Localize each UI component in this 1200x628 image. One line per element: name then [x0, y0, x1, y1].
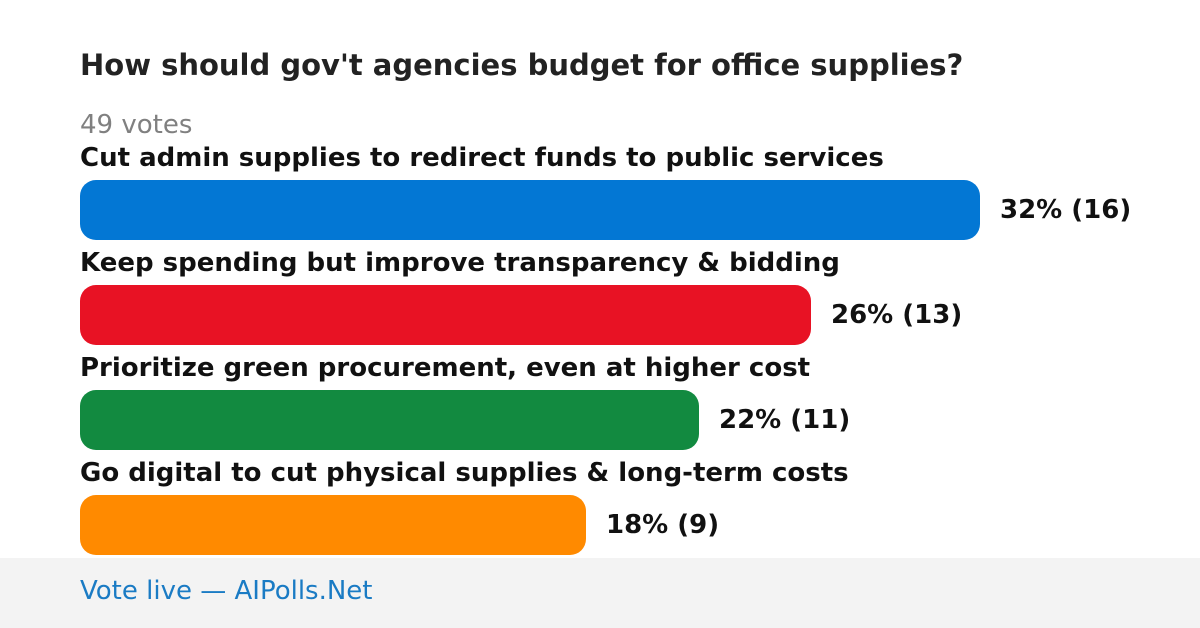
option-label: Cut admin supplies to redirect funds to … — [80, 143, 884, 173]
poll-title: How should gov't agencies budget for off… — [80, 48, 964, 82]
option-value-label: 26% (13) — [831, 300, 963, 330]
option-label: Keep spending but improve transparency &… — [80, 248, 840, 278]
option-value-label: 22% (11) — [719, 405, 851, 435]
option-value-label: 18% (9) — [606, 510, 720, 540]
vote-live-link[interactable]: Vote live — AIPolls.Net — [80, 576, 373, 606]
option-bar — [80, 390, 699, 450]
option-label: Prioritize green procurement, even at hi… — [80, 353, 811, 383]
option-label: Go digital to cut physical supplies & lo… — [80, 458, 849, 488]
footer: Vote live — AIPolls.Net — [0, 558, 1200, 628]
option-bar — [80, 495, 586, 555]
vote-count: 49 votes — [80, 110, 193, 140]
option-value-label: 32% (16) — [1000, 195, 1132, 225]
option-bar — [80, 180, 980, 240]
option-bar — [80, 285, 811, 345]
